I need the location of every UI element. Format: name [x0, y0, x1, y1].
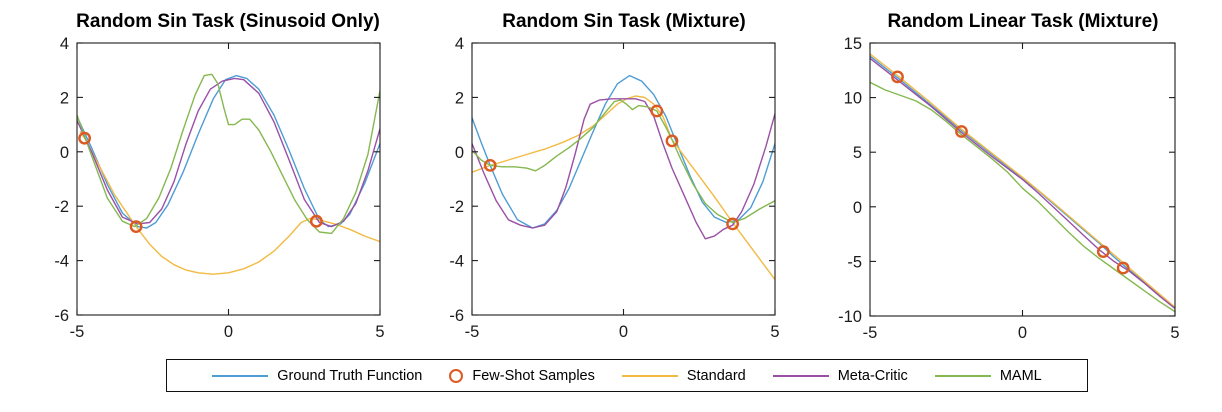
- legend-label: Standard: [686, 367, 746, 384]
- series-line-maml: [870, 81, 1175, 313]
- legend-label: Ground Truth Function: [277, 367, 423, 384]
- chart-title-sin-only: Random Sin Task (Sinusoid Only): [76, 11, 380, 32]
- few-shot-sample-marker: [726, 217, 739, 231]
- y-tick-label: 2: [60, 89, 69, 107]
- y-tick-label: 4: [455, 35, 464, 53]
- x-tick-label: -5: [863, 324, 878, 342]
- axes-box: [76, 42, 381, 316]
- few-shot-sample-marker: [650, 104, 664, 118]
- x-tick-label: -5: [465, 323, 480, 341]
- line-swatch-icon: [621, 374, 678, 377]
- y-tick-label: -5: [847, 253, 862, 271]
- x-tick-label: 5: [375, 323, 384, 341]
- y-tick-label: 0: [455, 144, 464, 162]
- y-tick-label: -2: [54, 198, 69, 216]
- series-line-meta_critic: [77, 77, 380, 228]
- legend-label: MAML: [999, 367, 1042, 384]
- plot-area: [472, 74, 775, 281]
- legend-item-samples: Few-Shot Samples: [449, 368, 595, 384]
- legend-item-meta_critic: Meta-Critic: [772, 367, 908, 384]
- few-shot-sample-marker: [665, 134, 679, 148]
- chart-title-sin-mixture: Random Sin Task (Mixture): [502, 11, 746, 32]
- y-tick-label: -4: [449, 253, 464, 271]
- few-shot-sample-marker: [483, 158, 497, 172]
- y-tick-label: 2: [455, 89, 464, 107]
- few-shot-sample-marker: [891, 70, 904, 84]
- x-tick-label: -5: [70, 323, 85, 341]
- y-tick-label: -4: [54, 253, 69, 271]
- x-tick-label: 5: [770, 323, 779, 341]
- y-tick-label: -6: [449, 307, 464, 325]
- line-swatch-icon: [772, 374, 829, 377]
- y-tick-label: 5: [853, 144, 862, 162]
- y-tick-label: 0: [853, 199, 862, 217]
- y-tick-label: 0: [60, 144, 69, 162]
- few-shot-sample-marker: [78, 131, 92, 145]
- series-line-ground_truth: [77, 74, 380, 229]
- x-tick-label: 0: [619, 323, 628, 341]
- x-tick-label: 5: [1170, 324, 1179, 342]
- plot-area: [77, 73, 380, 275]
- line-swatch-icon: [212, 374, 269, 377]
- series-line-maml: [472, 99, 775, 224]
- legend: Ground Truth Function Few-Shot Samples Sta…: [166, 359, 1088, 392]
- series-line-standard: [79, 131, 380, 275]
- y-tick-label: 10: [844, 90, 862, 108]
- x-tick-label: 0: [1018, 324, 1027, 342]
- y-tick-label: 4: [60, 35, 69, 53]
- legend-item-maml: MAML: [934, 367, 1042, 384]
- series-line-ground_truth: [870, 55, 1175, 309]
- few-shot-sample-marker: [129, 220, 143, 234]
- series-line-meta_critic: [870, 57, 1175, 309]
- x-tick-label: 0: [224, 323, 233, 341]
- legend-item-ground_truth: Ground Truth Function: [212, 368, 422, 384]
- circle-marker-icon: [449, 368, 464, 383]
- few-shot-sample-marker: [1096, 245, 1110, 259]
- series-line-standard: [472, 95, 775, 281]
- line-swatch-icon: [934, 374, 991, 377]
- legend-label: Meta-Critic: [837, 367, 908, 384]
- y-tick-label: -2: [449, 198, 464, 216]
- chart-title-linear-mixture: Random Linear Task (Mixture): [887, 11, 1159, 32]
- axes-box: [471, 42, 776, 316]
- series-line-maml: [77, 73, 380, 235]
- series-line-ground_truth: [472, 74, 775, 229]
- few-shot-sample-marker: [955, 125, 968, 138]
- few-shot-sample-marker: [1116, 261, 1130, 275]
- legend-item-standard: Standard: [621, 367, 746, 384]
- y-tick-label: 15: [844, 35, 862, 53]
- few-shot-sample-marker: [309, 214, 323, 228]
- y-tick-label: -10: [838, 308, 862, 326]
- y-tick-label: -6: [54, 307, 69, 325]
- plot-area: [870, 53, 1175, 313]
- legend-label: Few-Shot Samples: [472, 367, 595, 384]
- series-line-meta_critic: [472, 98, 775, 240]
